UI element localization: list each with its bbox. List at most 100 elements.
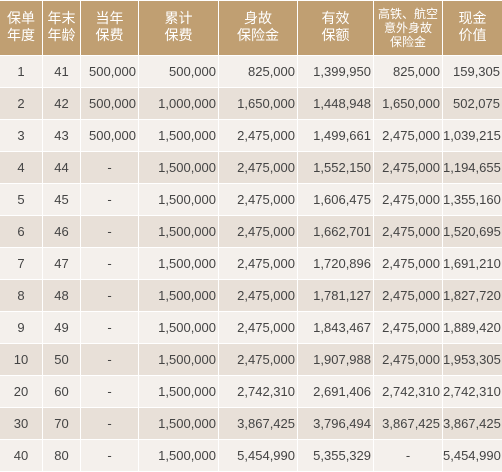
column-header: 身故 保险金 (219, 1, 297, 55)
table-cell: 1,448,948 (298, 88, 373, 119)
table-cell: 70 (43, 408, 80, 439)
table-row: 40 80-1,500,000 5,454,990 5,355,329-5,454,9… (0, 440, 502, 471)
table-cell: 4 (0, 152, 42, 183)
table-cell: 5 (0, 184, 42, 215)
table-cell: 45 (43, 184, 80, 215)
table-cell: 3,867,425 (374, 408, 442, 439)
table-row: 30 70-1,500,000 3,867,425 3,796,494 3,867,42… (0, 408, 502, 439)
table-cell: 9 (0, 312, 42, 343)
table-cell: 1,500,000 (139, 120, 218, 151)
table-cell: 500,000 (81, 56, 138, 87)
table-cell: 80 (43, 440, 80, 471)
table-cell: 2,742,310 (374, 376, 442, 407)
table-cell: - (81, 408, 138, 439)
table-cell: 1,194,655 (443, 152, 502, 183)
table-cell: 2,742,310 (219, 376, 297, 407)
table-cell: 1,399,950 (298, 56, 373, 87)
table-cell: 41 (43, 56, 80, 87)
table-cell: 1 (0, 56, 42, 87)
table-cell: 1,039,215 (443, 120, 502, 151)
table-cell: 159,305 (443, 56, 502, 87)
table-cell: 500,000 (81, 120, 138, 151)
table-cell: 2,475,000 (219, 184, 297, 215)
table-cell: - (81, 248, 138, 279)
table-cell: 1,355,160 (443, 184, 502, 215)
column-header: 高铁、航空 意外身故 保险金 (374, 1, 442, 55)
table-body: 1 41 500,000 500,000 825,000 1,399,950 825,000… (0, 56, 502, 471)
table-cell: - (81, 312, 138, 343)
table-cell: 47 (43, 248, 80, 279)
table-cell: 30 (0, 408, 42, 439)
table-cell: 1,500,000 (139, 312, 218, 343)
table-cell: 1,500,000 (139, 184, 218, 215)
table-cell: 1,781,127 (298, 280, 373, 311)
column-header: 有效 保额 (298, 1, 373, 55)
table-cell: 1,606,475 (298, 184, 373, 215)
table-cell: 40 (0, 440, 42, 471)
table-cell: 1,499,661 (298, 120, 373, 151)
column-header: 保单 年度 (0, 1, 42, 55)
table-row: 8 48-1,500,000 2,475,000 1,781,127 2,475,000… (0, 280, 502, 311)
table-cell: 500,000 (139, 56, 218, 87)
table-cell: - (81, 152, 138, 183)
table-cell: - (81, 280, 138, 311)
table-cell: 49 (43, 312, 80, 343)
table-cell: 7 (0, 248, 42, 279)
table-cell: 1,500,000 (139, 408, 218, 439)
table-cell: 20 (0, 376, 42, 407)
table-cell: 2,475,000 (219, 344, 297, 375)
table-row: 10 50-1,500,000 2,475,000 1,907,988 2,475,00… (0, 344, 502, 375)
table-cell: 1,662,701 (298, 216, 373, 247)
table-cell: 825,000 (219, 56, 297, 87)
table-cell: - (81, 184, 138, 215)
table-row: 2 42 500,000 1,000,000 1,650,000 1,448,948 1,6… (0, 88, 502, 119)
table-row: 7 47-1,500,000 2,475,000 1,720,896 2,475,000… (0, 248, 502, 279)
column-header: 现金 价值 (443, 1, 502, 55)
table-cell: 500,000 (81, 88, 138, 119)
column-header: 年末 年龄 (43, 1, 80, 55)
table-cell: 2,475,000 (374, 312, 442, 343)
table-cell: 1,889,420 (443, 312, 502, 343)
table-cell: 502,075 (443, 88, 502, 119)
table-cell: - (81, 216, 138, 247)
table-cell: 825,000 (374, 56, 442, 87)
table-cell: 5,454,990 (443, 440, 502, 471)
table-row: 9 49-1,500,000 2,475,000 1,843,467 2,475,000… (0, 312, 502, 343)
table-cell: 5,454,990 (219, 440, 297, 471)
table-cell: - (81, 440, 138, 471)
table-cell: 2,475,000 (374, 152, 442, 183)
table-cell: 5,355,329 (298, 440, 373, 471)
table-cell: 2,475,000 (374, 184, 442, 215)
table-cell: 2,691,406 (298, 376, 373, 407)
table-cell: 2,475,000 (219, 280, 297, 311)
table-cell: 1,000,000 (139, 88, 218, 119)
table-cell: 2,475,000 (219, 248, 297, 279)
table-cell: 43 (43, 120, 80, 151)
table-cell: 1,500,000 (139, 376, 218, 407)
table-cell: 1,843,467 (298, 312, 373, 343)
table-cell: 48 (43, 280, 80, 311)
table-cell: 2,742,310 (443, 376, 502, 407)
table-cell: 2,475,000 (374, 344, 442, 375)
table-cell: 1,720,896 (298, 248, 373, 279)
table-cell: 2,475,000 (219, 120, 297, 151)
table-cell: 44 (43, 152, 80, 183)
table-cell: 6 (0, 216, 42, 247)
table-cell: 8 (0, 280, 42, 311)
table-cell: 1,691,210 (443, 248, 502, 279)
table-row: 3 43 500,000 1,500,000 2,475,000 1,499,661 2,4… (0, 120, 502, 151)
table-cell: 1,650,000 (374, 88, 442, 119)
table-cell: 42 (43, 88, 80, 119)
table-cell: 1,520,695 (443, 216, 502, 247)
table-cell: 2 (0, 88, 42, 119)
table-cell: 1,500,000 (139, 344, 218, 375)
table-row: 1 41 500,000 500,000 825,000 1,399,950 825,000… (0, 56, 502, 87)
table-cell: 1,552,150 (298, 152, 373, 183)
table-cell: 1,650,000 (219, 88, 297, 119)
table-cell: 1,500,000 (139, 248, 218, 279)
table-cell: 1,500,000 (139, 440, 218, 471)
table-cell: 1,500,000 (139, 280, 218, 311)
table-cell: 46 (43, 216, 80, 247)
table-cell: 2,475,000 (374, 120, 442, 151)
table-cell: 3 (0, 120, 42, 151)
